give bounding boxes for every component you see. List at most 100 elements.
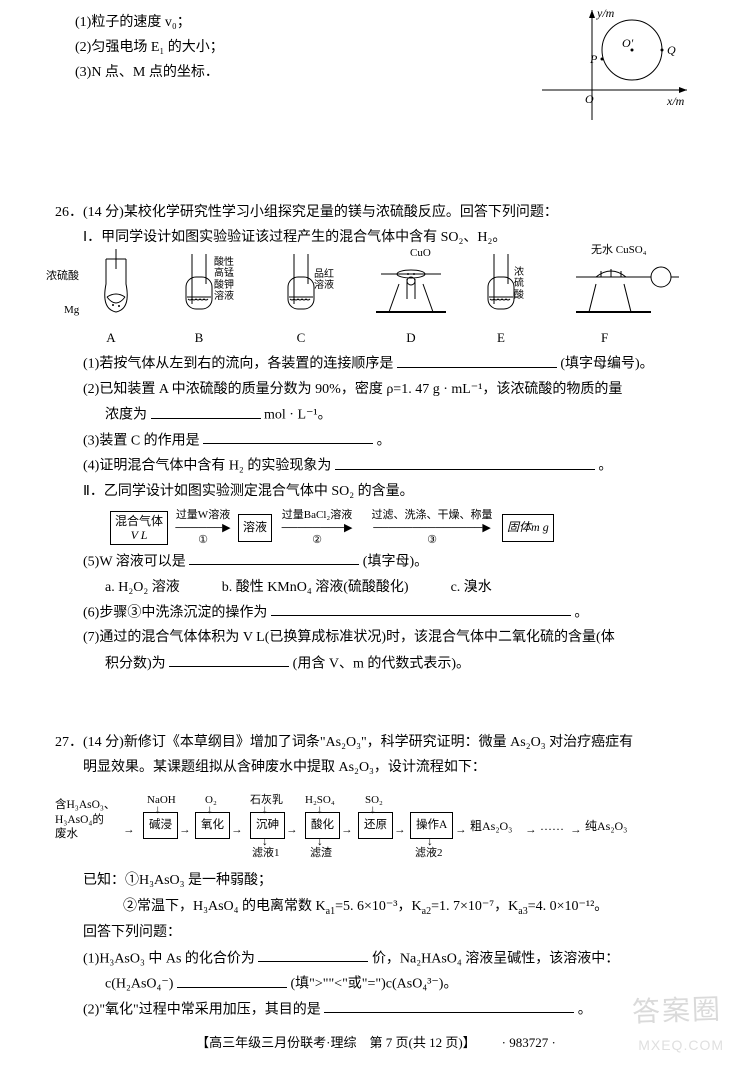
- q25-3: (3)N 点、M 点的坐标．: [75, 60, 475, 85]
- flow2-input: 含H₃AsO₃、 H₃AsO₄的 废水: [55, 798, 115, 841]
- q26-p2: (2)已知装置 A 中浓硫酸的质量分数为 90%，密度 ρ=1. 47 g · …: [55, 377, 697, 402]
- p6b: 。: [574, 605, 588, 620]
- t1: NaOH: [147, 791, 176, 811]
- p2a27: (2)"氧化"过程中常采用加压，其目的是: [83, 1002, 321, 1017]
- fb1a: 混合气体: [115, 514, 163, 528]
- watermark-logo: 答案圈: [631, 984, 723, 1038]
- p3b: 。: [377, 433, 391, 448]
- q27-head: 27．(14 分)新修订《本草纲目》增加了词条"As₂O₃"，科学研究证明：微量…: [55, 730, 697, 755]
- p1b: (填字母编号)。: [560, 357, 653, 372]
- q27-ans: 回答下列问题：: [55, 920, 697, 945]
- label-C: C: [266, 326, 336, 349]
- q27-flowchart: 含H₃AsO₃、 H₃AsO₄的 废水 → NaOH ↓ 碱浸 → O₂ ↓ 氧…: [55, 786, 697, 866]
- q25-figure: O x/m y/m O' Q P: [537, 5, 692, 125]
- fin3: 废水: [55, 827, 115, 841]
- y-axis-label: y/m: [596, 6, 615, 20]
- q26-p5opt: a. H₂O₂ 溶液 b. 酸性 KMnO₄ 溶液(硫酸酸化) c. 溴水: [55, 575, 697, 600]
- q25-coordinate-diagram: O x/m y/m O' Q P: [537, 5, 692, 125]
- p2c: mol · L⁻¹。: [264, 408, 332, 423]
- blank-1: [397, 351, 557, 367]
- b4: 滤渣: [310, 844, 332, 864]
- fa2b: ②: [272, 534, 362, 547]
- s1: 碱浸: [143, 812, 178, 839]
- q26-p4: (4)证明混合气体中含有 H₂ 的实验现象为 。: [55, 453, 697, 479]
- q26-p6: (6)步骤③中洗涤沉淀的操作为 。: [55, 600, 697, 626]
- b3: 滤液1: [252, 844, 280, 864]
- lbl-E: 浓 硫 酸: [514, 267, 524, 302]
- ka2a: ，K: [398, 899, 422, 914]
- blank-4: [335, 453, 595, 469]
- p1d27: (填">""<"或"=")c(AsO₄³⁻)。: [290, 977, 457, 992]
- blank-5: [189, 549, 359, 565]
- p5a: (5)W 溶液可以是: [83, 554, 186, 569]
- footer-code: · 983727 ·: [502, 1035, 556, 1050]
- q-label: Q: [667, 43, 676, 57]
- blank-27-1: [258, 946, 368, 962]
- p1c27: c(H₂AsO₄⁻): [105, 977, 173, 992]
- ka1v: =5. 6×10⁻³: [335, 899, 397, 914]
- p2b27: 。: [578, 1002, 592, 1017]
- fa2a: 过量BaCl₂溶液: [272, 509, 362, 522]
- fin1: 含H₃AsO₃、: [55, 798, 115, 812]
- blank-2: [151, 402, 261, 418]
- blank-27-3: [324, 997, 574, 1013]
- q25-subquestions: (1)粒子的速度 v₀； (2)匀强电场 E₁ 的大小； (3)N 点、M 点的…: [75, 10, 475, 86]
- dots: ……: [540, 816, 564, 838]
- oprime-label: O': [622, 36, 634, 50]
- fa3a: 过滤、洗涤、干燥、称量: [362, 509, 502, 522]
- p2a: (2)已知装置 A 中浓硫酸的质量分数为 90%，密度 ρ=1. 47 g · …: [83, 382, 622, 397]
- lbl-B: 酸性 高锰 酸钾 溶液: [214, 257, 234, 303]
- fb1b: V L: [115, 528, 163, 542]
- q27-head2: 明显效果。某课题组拟从含砷废水中提取 As₂O₃，设计流程如下：: [55, 755, 697, 780]
- lbl-A-mg: Mg: [64, 301, 79, 321]
- p4b: 。: [598, 459, 612, 474]
- out1: 粗As₂O₃: [470, 816, 512, 838]
- label-E: E: [466, 326, 536, 349]
- x-axis-label: x/m: [666, 94, 685, 108]
- q26-p7-cont: 积分数)为 (用含 V、m 的代数式表示)。: [55, 651, 697, 677]
- origin-label: O: [585, 92, 594, 106]
- ka1: a1: [326, 905, 335, 916]
- q27-known1: 已知：①H₃AsO₃ 是一种弱酸；: [55, 868, 697, 893]
- blank-3: [203, 428, 373, 444]
- q26-p7: (7)通过的混合气体体积为 V L(已换算成标准状况)时，该混合气体中二氧化硫的…: [55, 625, 697, 650]
- blank-7: [169, 651, 289, 667]
- p1a27: (1)H₃AsO₃ 中 As 的化合价为: [83, 951, 255, 966]
- flow-box3: 固体m g: [502, 514, 554, 542]
- label-A: A: [76, 326, 146, 349]
- q26-p2-cont: 浓度为 mol · L⁻¹。: [55, 402, 697, 428]
- blank-27-2: [177, 971, 287, 987]
- fa3b: ③: [362, 534, 502, 547]
- q26-p3: (3)装置 C 的作用是 。: [55, 428, 697, 454]
- q27-p1-cont: c(H₂AsO₄⁻) (填">""<"或"=")c(AsO₄³⁻)。: [55, 971, 697, 997]
- q26-flowchart: 混合气体 V L 过量W溶液 ──────▶ ① 溶液 过量BaCl₂溶液 ──…: [110, 509, 697, 547]
- ka3v: =4. 0×10⁻¹²。: [528, 899, 609, 914]
- ka2v: =1. 7×10⁻⁷: [431, 899, 494, 914]
- lbl-D: CuO: [410, 244, 431, 264]
- q26-p5: (5)W 溶液可以是 (填字母)。: [55, 549, 697, 575]
- s5: 还原: [358, 812, 393, 839]
- ka3: a3: [518, 905, 527, 916]
- p1a: (1)若按气体从左到右的流向，各装置的连接顺序是: [83, 357, 393, 372]
- q27-p1: (1)H₃AsO₃ 中 As 的化合价为 价，Na₂HAsO₄ 溶液呈碱性，该溶…: [55, 946, 697, 972]
- q27-known2: ②常温下，H₃AsO₄ 的电离常数 Ka1=5. 6×10⁻³，Ka2=1. 7…: [55, 894, 697, 921]
- apparatus-A-icon: [81, 249, 141, 319]
- p7c: (用含 V、m 的代数式表示)。: [293, 656, 470, 671]
- q25-1: (1)粒子的速度 v₀；: [75, 10, 475, 35]
- q27-p2: (2)"氧化"过程中常采用加压，其目的是 。: [55, 997, 697, 1023]
- label-D: D: [366, 326, 456, 349]
- lbl-F: 无水 CuSO₄: [591, 241, 646, 261]
- s2: 氧化: [195, 812, 230, 839]
- k2a: ②常温下，H₃AsO₄ 的电离常数 K: [123, 899, 326, 914]
- flow-box2: 溶液: [238, 514, 272, 542]
- lbl-C: 品红 溶液: [314, 269, 334, 292]
- p2b: 浓度为: [105, 408, 147, 423]
- label-B: B: [164, 326, 234, 349]
- q26-partII: Ⅱ．乙同学设计如图实验测定混合气体中 SO₂ 的含量。: [55, 479, 697, 504]
- p1b27: 价，Na₂HAsO₄ 溶液呈碱性，该溶液中：: [372, 951, 619, 966]
- blank-6: [271, 600, 571, 616]
- b6: 滤液2: [415, 844, 443, 864]
- p4a: (4)证明混合气体中含有 H₂ 的实验现象为: [83, 459, 331, 474]
- q26-apparatus-figure: 浓硫酸 Mg A 酸性 高锰 酸钾 溶液 B: [56, 254, 696, 349]
- p6a: (6)步骤③中洗涤沉淀的操作为: [83, 605, 267, 620]
